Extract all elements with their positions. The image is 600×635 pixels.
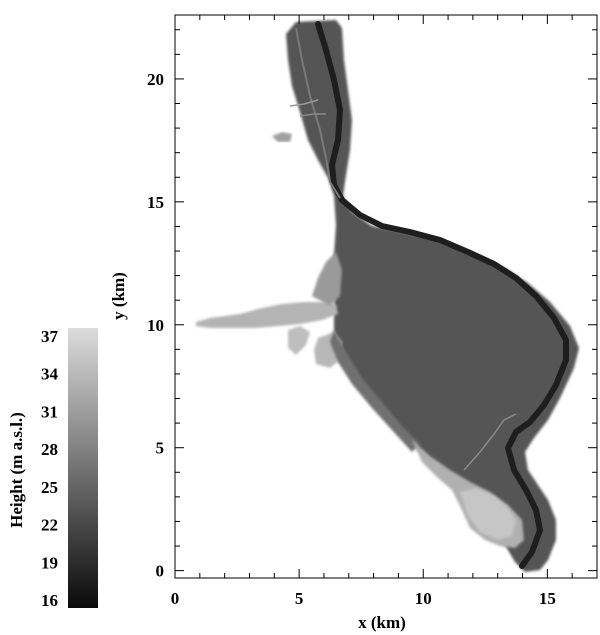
river-channel-bank [295,27,341,199]
western-shore-band [330,330,420,452]
y-tick-label: 5 [156,439,165,458]
colorbar-tick-label: 19 [41,553,58,572]
y-tick-label: 15 [147,193,164,212]
x-tick-label: 0 [171,589,180,608]
plot-area: 0 5 10 15 0 5 10 15 20 x (km) y (km) [109,14,598,632]
channel-highlight-1 [289,99,319,107]
basin-body [286,20,579,572]
y-axis-label: y (km) [109,272,128,320]
x-tick-label: 15 [539,589,556,608]
terrain-map [196,20,579,572]
colorbar-label: Height (m a.s.l.) [7,412,26,528]
colorbar-tick-label: 25 [41,478,58,497]
colorbar-tick-labels: 37 34 31 28 25 22 19 16 [41,327,59,610]
colorbar-tick-label: 34 [41,365,59,384]
western-tributary [196,302,338,328]
y-tick-label: 0 [156,562,165,581]
plot-frame [174,14,598,579]
x-tick-label: 5 [295,589,304,608]
colorbar-tick-label: 37 [41,327,59,346]
colorbar-tick-label: 16 [41,591,58,610]
north-bright-spot [272,132,292,142]
colorbar: 37 34 31 28 25 22 19 16 Height (m a.s.l.) [7,327,98,610]
y-tick-label: 10 [147,316,164,335]
x-tick-label: 10 [415,589,432,608]
y-tick-label: 20 [147,70,164,89]
northwest-highland [312,252,342,306]
x-axis-label: x (km) [358,613,406,632]
y-axis-ticks: 0 5 10 15 20 [147,29,597,581]
western-tributary-lobe [288,326,310,355]
colorbar-tick-label: 28 [41,440,58,459]
colorbar-tick-label: 22 [41,516,58,535]
colorbar-gradient [68,328,98,608]
southern-highland-core [460,488,516,540]
x-axis-ticks: 0 5 10 15 [171,15,598,608]
river-channel [315,21,569,569]
channel-highlight-2 [299,113,326,117]
levee-line [463,413,517,471]
colorbar-tick-label: 31 [41,402,58,421]
